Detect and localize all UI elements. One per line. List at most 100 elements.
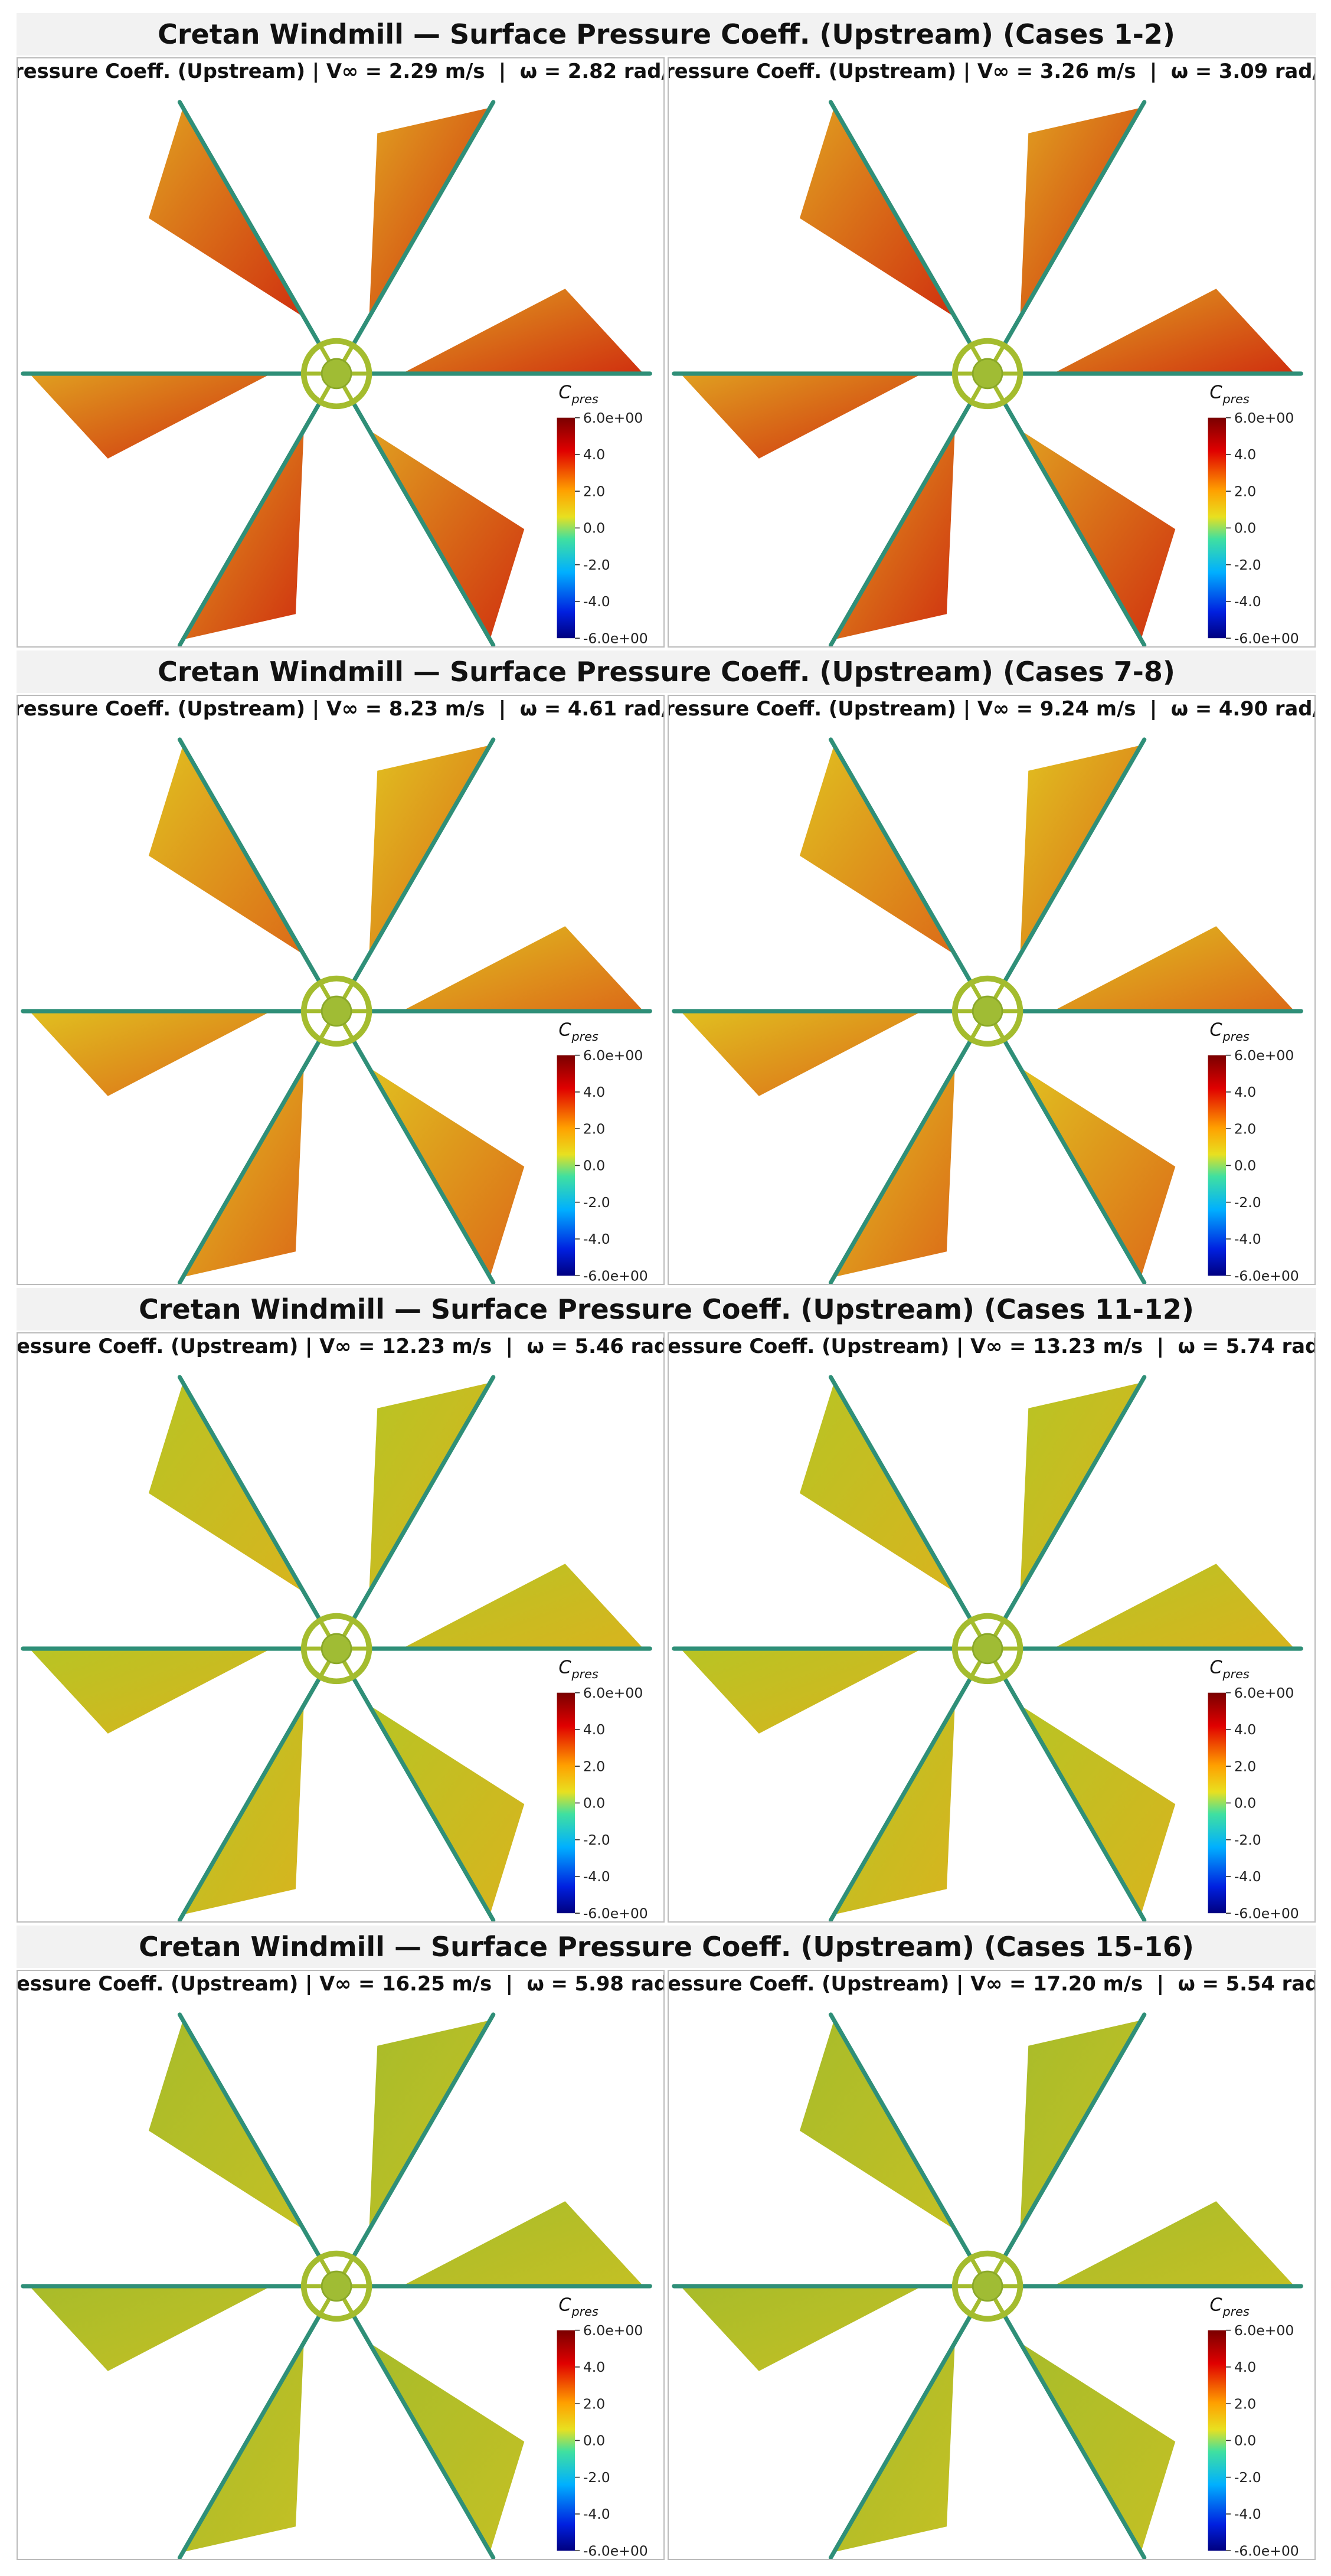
panel-title: Pressure Coeff. (Upstream) | V∞ = 16.25 …: [18, 1972, 663, 1995]
spoke: [177, 2012, 323, 2260]
panel-title: Pressure Coeff. (Upstream) | V∞ = 8.23 m…: [18, 697, 663, 720]
sail: [401, 2201, 644, 2286]
spoke: [1002, 100, 1147, 348]
colorbar-tick-label: 4.0: [1234, 446, 1256, 463]
sail: [1052, 289, 1295, 374]
spoke: [1002, 1375, 1147, 1623]
sail: [369, 2342, 525, 2552]
colorbar-label-subscript: pres: [1222, 1029, 1249, 1044]
colorbar-label: C: [558, 1019, 571, 1040]
sail: [680, 1648, 923, 1734]
colorbar-label: C: [1209, 1657, 1222, 1678]
spoke: [177, 737, 323, 985]
colorbar-label-subscript: pres: [571, 1667, 598, 1681]
sail: [183, 430, 304, 640]
colorbar-tick-label: -2.0: [1234, 557, 1261, 573]
colorbar-tick-label: 4.0: [1234, 1084, 1256, 1100]
panel: Pressure Coeff. (Upstream) | V∞ = 3.26 m…: [650, 57, 1331, 648]
colorbar-tick-label: -6.0e+00: [583, 2542, 648, 2559]
colorbar-tick-label: -6.0e+00: [1234, 2542, 1299, 2559]
hub: [321, 2270, 352, 2302]
colorbar-tick-label: -2.0: [583, 1832, 610, 1848]
colorbar-tick-label: -2.0: [583, 1194, 610, 1211]
colorbar-tick-label: 2.0: [1234, 483, 1256, 499]
hub-ring: [951, 2250, 1023, 2322]
colorbar: [1208, 1692, 1227, 1914]
colorbar-tick-label: -4.0: [1234, 2506, 1261, 2522]
sail: [148, 745, 304, 955]
panel-title: Pressure Coeff. (Upstream) | V∞ = 17.20 …: [669, 1972, 1314, 1995]
hub-ring: [951, 975, 1023, 1047]
colorbar: [1208, 1055, 1227, 1276]
panel-render: Pressure Coeff. (Upstream) | V∞ = 16.25 …: [0, 1972, 688, 2560]
panel-title: Pressure Coeff. (Upstream) | V∞ = 2.29 m…: [18, 60, 663, 83]
colorbar-tick-label: -2.0: [1234, 1832, 1261, 1848]
sail: [834, 430, 955, 640]
panel: Pressure Coeff. (Upstream) | V∞ = 9.24 m…: [650, 695, 1331, 1285]
spoke: [177, 2312, 323, 2560]
colorbar-tick-label: 2.0: [583, 483, 605, 499]
sail: [1020, 1067, 1176, 1277]
sail: [148, 2020, 304, 2230]
sail: [799, 2020, 955, 2230]
spoke: [1002, 400, 1147, 648]
colorbar-tick-label: -4.0: [1234, 593, 1261, 610]
spoke: [351, 400, 496, 648]
sail: [834, 2342, 955, 2552]
colorbar-label: C: [558, 1657, 571, 1678]
colorbar-label-subscript: pres: [571, 1029, 598, 1044]
section-title: Cretan Windmill — Surface Pressure Coeff…: [17, 13, 1316, 55]
sail: [1020, 2342, 1176, 2552]
sail: [1020, 430, 1176, 640]
spoke: [351, 1375, 496, 1623]
colorbar-tick-label: -4.0: [583, 1231, 610, 1247]
sail: [183, 2342, 304, 2552]
colorbar-tick-label: 2.0: [1234, 2395, 1256, 2412]
sail: [369, 430, 525, 640]
colorbar-tick-label: 6.0e+00: [583, 410, 643, 426]
colorbar-tick-label: 6.0e+00: [1234, 1685, 1294, 1701]
sail: [680, 1011, 923, 1096]
colorbar-tick-label: 4.0: [583, 446, 605, 463]
colorbar-tick-label: 0.0: [583, 2433, 605, 2449]
colorbar-tick-label: -4.0: [1234, 1868, 1261, 1885]
spoke: [828, 1037, 974, 1285]
colorbar-tick-label: 6.0e+00: [1234, 410, 1294, 426]
spoke: [351, 1037, 496, 1285]
colorbar-label-subscript: pres: [571, 392, 598, 406]
spoke: [1002, 1675, 1147, 1923]
sail: [401, 289, 644, 374]
spoke: [828, 1375, 974, 1623]
section-title: Cretan Windmill — Surface Pressure Coeff…: [17, 1926, 1316, 1968]
panel-title: Pressure Coeff. (Upstream) | V∞ = 9.24 m…: [669, 697, 1314, 720]
colorbar-tick-label: -2.0: [583, 557, 610, 573]
spoke: [351, 2012, 496, 2260]
sail: [1052, 1564, 1295, 1649]
hub: [972, 1633, 1003, 1665]
hub-ring: [951, 1613, 1023, 1685]
colorbar-tick-label: -6.0e+00: [583, 1267, 648, 1284]
colorbar-tick-label: -6.0e+00: [583, 630, 648, 646]
colorbar-tick-label: -2.0: [1234, 1194, 1261, 1211]
panel-title: Pressure Coeff. (Upstream) | V∞ = 12.23 …: [18, 1335, 663, 1358]
colorbar-tick-label: -6.0e+00: [1234, 1905, 1299, 1921]
panel: Pressure Coeff. (Upstream) | V∞ = 2.29 m…: [0, 57, 681, 648]
spoke: [828, 1675, 974, 1923]
sail: [148, 1382, 304, 1593]
sail: [680, 373, 923, 459]
spoke: [828, 400, 974, 648]
sail: [834, 1705, 955, 1915]
sail: [369, 1705, 525, 1915]
panel: Pressure Coeff. (Upstream) | V∞ = 17.20 …: [643, 1970, 1331, 2560]
panel-title: Pressure Coeff. (Upstream) | V∞ = 3.26 m…: [669, 60, 1314, 83]
spoke: [351, 1675, 496, 1923]
colorbar-tick-label: 6.0e+00: [583, 2322, 643, 2339]
panel: Pressure Coeff. (Upstream) | V∞ = 12.23 …: [0, 1332, 688, 1923]
colorbar-tick-label: 4.0: [583, 2359, 605, 2375]
hub-ring: [951, 338, 1023, 410]
colorbar: [557, 417, 575, 639]
spoke: [351, 737, 496, 985]
colorbar-tick-label: 0.0: [583, 1795, 605, 1812]
sail: [148, 107, 304, 318]
sail: [799, 107, 955, 318]
